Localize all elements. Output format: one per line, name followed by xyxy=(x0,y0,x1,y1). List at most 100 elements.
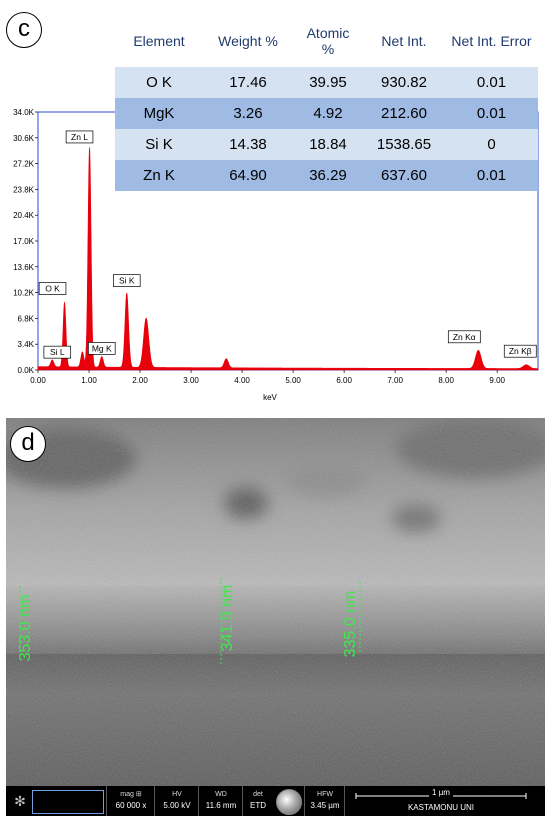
mag-cell: mag ⊞ 60 000 x xyxy=(106,786,155,816)
y-tick-label: 20.4K xyxy=(13,211,35,220)
table-cell: 14.38 xyxy=(203,129,293,160)
y-tick-label: 0.0K xyxy=(18,366,35,375)
peak-label-text: Si K xyxy=(119,276,135,286)
table-cell: 0.01 xyxy=(445,160,538,191)
det-cell: det ETD xyxy=(242,786,273,816)
wd-value: 11.6 mm xyxy=(205,801,237,810)
table-cell: 637.60 xyxy=(363,160,445,191)
detector-disc-icon xyxy=(276,789,302,815)
header-weight-label: Weight % xyxy=(218,33,278,49)
table-cell: 36.29 xyxy=(293,160,363,191)
y-tick-label: 6.8K xyxy=(18,314,35,323)
scale-cell xyxy=(344,786,545,816)
peak-label-text: Si L xyxy=(50,347,65,357)
x-tick-label: 1.00 xyxy=(81,376,97,385)
y-tick-label: 13.6K xyxy=(13,263,35,272)
x-tick-label: 4.00 xyxy=(234,376,250,385)
lab-name: KASTAMONU UNI xyxy=(407,803,475,812)
snowflake-icon: ✻ xyxy=(14,793,26,809)
info-blank-box xyxy=(32,790,104,814)
header-weight: Weight % xyxy=(203,15,293,67)
eds-composition-table: Element Weight % Atomic % Net Int. Net I… xyxy=(115,15,538,191)
wd-head: WD xyxy=(215,791,227,798)
hv-cell: HV 5.00 kV xyxy=(154,786,199,816)
peak-label: Zn L xyxy=(65,130,94,144)
scale-bar-text: 1 µm xyxy=(429,788,453,797)
x-tick-label: 7.00 xyxy=(387,376,403,385)
peak-label: Zn Kβ xyxy=(503,344,537,358)
header-net-int-label: Net Int. xyxy=(381,33,427,49)
peak-label-text: O K xyxy=(45,284,60,294)
table-cell: 212.60 xyxy=(363,98,445,129)
x-tick-label: 6.00 xyxy=(336,376,352,385)
det-value: ETD xyxy=(250,801,266,810)
peak-label: Si L xyxy=(43,345,72,359)
measurement-lines xyxy=(19,578,361,664)
table-cell: MgK xyxy=(115,98,203,129)
x-tick-label: 0.00 xyxy=(30,376,46,385)
panel-letter-d: d xyxy=(10,426,46,462)
x-axis: 0.00 1.00 2.00 3.00 4.00 5.00 6.00 7.00 8.00 9.00 xyxy=(30,370,506,385)
x-tick-label: 5.00 xyxy=(285,376,301,385)
hv-head: HV xyxy=(172,791,182,798)
hfw-cell: HFW 3.45 µm xyxy=(304,786,345,816)
x-axis-label: keV xyxy=(263,393,277,402)
table-cell: Zn K xyxy=(115,160,203,191)
eds-spectrum-chart: 0.0K 3.4K 6.8K 10.2K 13.6K 17.0K 20.4K 23.8K 27.… xyxy=(13,108,539,402)
x-tick-label: 2.00 xyxy=(132,376,148,385)
header-net-int: Net Int. xyxy=(363,15,445,67)
hfw-value: 3.45 µm xyxy=(310,801,340,810)
y-tick-label: 23.8K xyxy=(13,185,35,194)
y-tick-label: 34.0K xyxy=(13,108,35,117)
x-tick-label: 9.00 xyxy=(489,376,505,385)
y-axis: 0.0K 3.4K 6.8K 10.2K 13.6K 17.0K 20.4K 23.8K 27.… xyxy=(13,108,38,375)
image-noise xyxy=(6,418,545,786)
header-atomic-label: Atomic % xyxy=(306,25,350,57)
peak-label-box xyxy=(447,330,481,344)
sem-cross-section-image xyxy=(6,418,545,786)
table-cell: 3.26 xyxy=(203,98,293,129)
wd-cell: WD 11.6 mm xyxy=(198,786,243,816)
y-tick-label: 10.2K xyxy=(13,289,35,298)
panel-letter-c: c xyxy=(6,12,42,48)
header-net-int-error-label: Net Int. Error xyxy=(451,33,532,49)
table-cell: 930.82 xyxy=(363,67,445,98)
peak-label-text: Zn Kα xyxy=(453,332,476,342)
table-cell: 1538.65 xyxy=(363,129,445,160)
header-element: Element xyxy=(115,15,203,67)
y-tick-label: 30.6K xyxy=(13,134,35,143)
table-cell: 0.01 xyxy=(445,98,538,129)
peak-label: O K xyxy=(38,282,67,295)
peak-labels: Si L O K Zn L Mg K Si K Zn Kα Zn Kβ xyxy=(38,130,537,359)
det-head: det xyxy=(253,791,263,798)
header-net-int-error: Net Int. Error xyxy=(445,15,538,67)
table-cell: Si K xyxy=(115,129,203,160)
table-cell: 0 xyxy=(445,129,538,160)
table-cell: 17.46 xyxy=(203,67,293,98)
peak-label-box xyxy=(43,345,72,359)
y-tick-label: 27.2K xyxy=(13,160,35,169)
mag-value: 60 000 x xyxy=(115,801,147,810)
table-row: Si K 14.38 18.84 1538.65 0 xyxy=(115,129,538,160)
peak-label-box xyxy=(38,282,67,295)
peak-label-text: Zn Kβ xyxy=(509,346,532,356)
y-tick-label: 3.4K xyxy=(18,340,35,349)
peak-label-box xyxy=(113,274,141,287)
table-cell: O K xyxy=(115,67,203,98)
header-atomic: Atomic % xyxy=(293,15,363,67)
sem-info-bar: ✻ mag ⊞ 60 000 x HV 5.00 kV WD 11.6 mm d… xyxy=(6,786,545,816)
measurement-label-1: 353.0 nm xyxy=(17,594,34,662)
peak-label-text: Mg K xyxy=(92,343,112,353)
peak-label-box xyxy=(503,344,537,358)
panel-d: d 353.0 nm 341.9 nm 335.0 nm ✻ mag ⊞ 60 … xyxy=(6,418,545,816)
peak-label: Zn Kα xyxy=(447,330,481,344)
table-row: Zn K 64.90 36.29 637.60 0.01 xyxy=(115,160,538,191)
peak-label: Mg K xyxy=(88,342,116,355)
measurement-label-3: 335.0 nm xyxy=(342,590,359,658)
panel-c: c Element Weight % Atomic % Net Int. Net… xyxy=(6,12,539,402)
peak-label-box xyxy=(88,342,116,355)
table-cell: 4.92 xyxy=(293,98,363,129)
x-tick-label: 3.00 xyxy=(183,376,199,385)
hv-value: 5.00 kV xyxy=(163,801,191,810)
spectrum-series xyxy=(37,147,539,371)
